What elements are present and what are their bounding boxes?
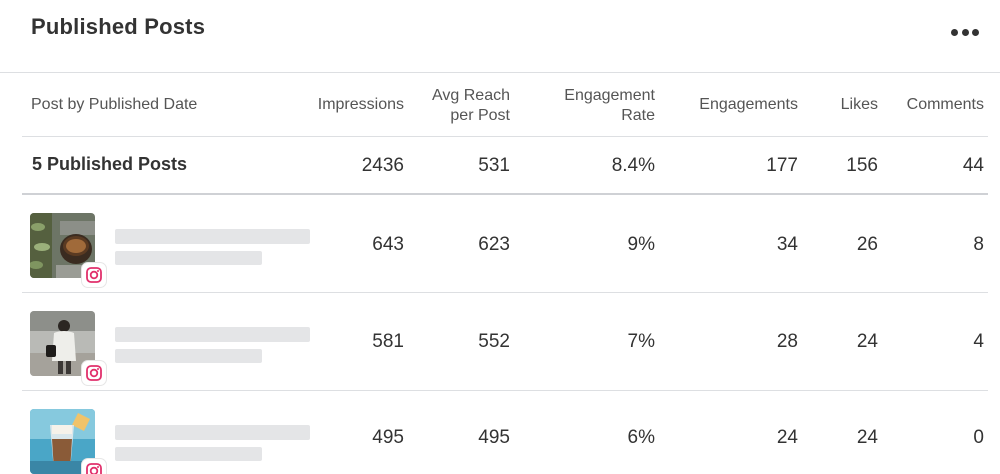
post-caption-placeholder: [115, 229, 310, 244]
col-header-engagement-rate-line1: Engagement: [564, 87, 655, 104]
row-engagements: 24: [776, 427, 798, 448]
col-header-likes[interactable]: Likes: [840, 96, 878, 113]
row-impressions: 581: [372, 331, 404, 352]
table-row[interactable]: 643 623 9% 34 26 8: [22, 196, 988, 293]
col-header-engagement-rate-line2: Rate: [621, 107, 655, 124]
more-options-button[interactable]: [948, 22, 982, 42]
summary-engagements: 177: [766, 155, 798, 176]
col-header-impressions[interactable]: Impressions: [317, 96, 404, 113]
row-engagement-rate: 9%: [627, 234, 655, 255]
row-likes: 26: [856, 234, 878, 255]
row-engagements: 34: [776, 234, 798, 255]
col-header-engagement-rate[interactable]: Engagement Rate: [540, 86, 655, 126]
row-engagement-rate: 6%: [627, 427, 655, 448]
summary-avg-reach: 531: [478, 155, 510, 176]
row-impressions: 643: [372, 234, 404, 255]
row-comments: 8: [973, 234, 984, 255]
row-avg-reach: 495: [478, 427, 510, 448]
row-impressions: 495: [372, 427, 404, 448]
post-caption-placeholder: [115, 327, 310, 342]
col-header-post[interactable]: Post by Published Date: [31, 96, 198, 113]
more-horizontal-icon: [951, 28, 958, 36]
instagram-icon: [81, 262, 107, 288]
col-header-comments[interactable]: Comments: [906, 96, 984, 113]
instagram-icon: [81, 360, 107, 386]
post-date-placeholder: [115, 447, 262, 461]
card-header: Published Posts: [0, 0, 1000, 73]
more-dot: [972, 28, 979, 36]
summary-engagement-rate: 8.4%: [611, 155, 655, 176]
page-title: Published Posts: [31, 14, 206, 39]
table-row[interactable]: 495 495 6% 24 24 0: [22, 392, 988, 474]
summary-label: 5 Published Posts: [32, 154, 188, 174]
row-avg-reach: 623: [478, 234, 510, 255]
row-likes: 24: [856, 331, 878, 352]
instagram-icon: [81, 458, 107, 474]
col-header-avg-reach-line1: Avg Reach: [432, 87, 510, 104]
post-date-placeholder: [115, 251, 262, 265]
table-row[interactable]: 581 552 7% 28 24 4: [22, 294, 988, 391]
more-dot: [961, 28, 969, 36]
post-date-placeholder: [115, 349, 262, 363]
col-header-avg-reach-line2: per Post: [450, 107, 510, 124]
col-header-avg-reach[interactable]: Avg Reach per Post: [410, 86, 510, 126]
summary-row: 5 Published Posts 2436 531 8.4% 177 156 …: [22, 137, 988, 195]
post-thumbnail[interactable]: [30, 311, 95, 376]
row-comments: 0: [973, 427, 984, 448]
row-engagement-rate: 7%: [627, 331, 655, 352]
summary-likes: 156: [846, 155, 878, 176]
post-caption-placeholder: [115, 425, 310, 440]
col-header-engagements[interactable]: Engagements: [699, 96, 798, 113]
table-header-row: Post by Published Date Impressions Avg R…: [22, 73, 988, 137]
row-comments: 4: [973, 331, 984, 352]
summary-impressions: 2436: [361, 155, 404, 176]
summary-comments: 44: [962, 155, 984, 176]
row-engagements: 28: [776, 331, 798, 352]
row-likes: 24: [856, 427, 878, 448]
row-avg-reach: 552: [478, 331, 510, 352]
